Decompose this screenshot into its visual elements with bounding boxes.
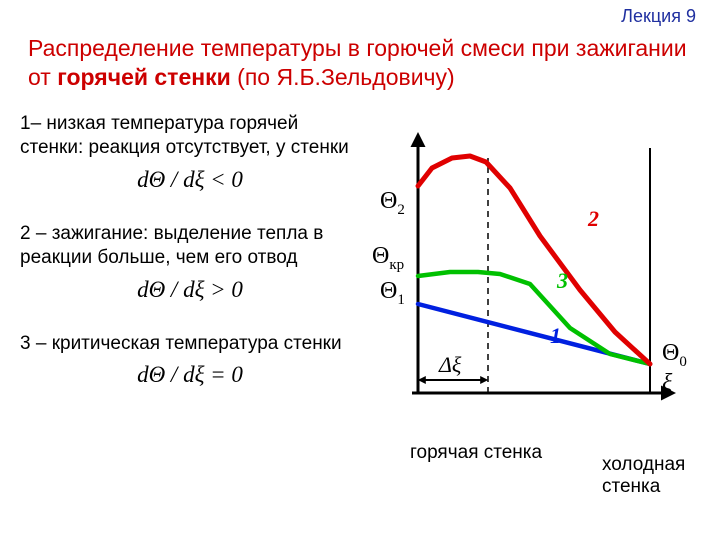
body-text: 1– низкая температура горячей стенки: ре… (20, 112, 360, 390)
svg-text:Θкр: Θкр (372, 243, 404, 273)
item1-text: 1– низкая температура горячей стенки: ре… (20, 113, 349, 158)
label-cold-wall: холодная стенка (602, 454, 700, 498)
svg-text:Θ1: Θ1 (380, 278, 405, 308)
svg-text:Θ0: Θ0 (662, 340, 687, 370)
chart-svg: Δξ 1 2 3 Θ2 Θкр Θ1 Θ0ξ (370, 128, 700, 438)
chart-area: Δξ 1 2 3 Θ2 Θкр Θ1 Θ0ξ горячая стенка холодная … (370, 128, 700, 518)
title-part2: (по Я.Б.Зельдовичу) (231, 64, 455, 90)
item2-text: 2 – зажигание: выделение тепла в реакции… (20, 223, 323, 268)
svg-text:Θ2: Θ2 (380, 188, 405, 218)
label-hot-wall: горячая стенка (410, 442, 542, 464)
slide-title: Распределение температуры в горючей смес… (28, 34, 700, 93)
svg-text:ξ: ξ (662, 370, 673, 396)
title-bold: горячей стенки (57, 64, 231, 90)
svg-text:3: 3 (556, 268, 568, 293)
svg-text:Δξ: Δξ (438, 352, 462, 377)
item2-formula: dΘ / dξ > 0 (137, 277, 243, 302)
lecture-number: Лекция 9 (621, 6, 696, 27)
item1-formula: dΘ / dξ < 0 (137, 167, 243, 192)
svg-text:1: 1 (550, 323, 561, 348)
item3-formula: dΘ / dξ = 0 (137, 362, 243, 387)
item3-text: 3 – критическая температура стенки (20, 333, 342, 354)
svg-text:2: 2 (587, 206, 599, 231)
